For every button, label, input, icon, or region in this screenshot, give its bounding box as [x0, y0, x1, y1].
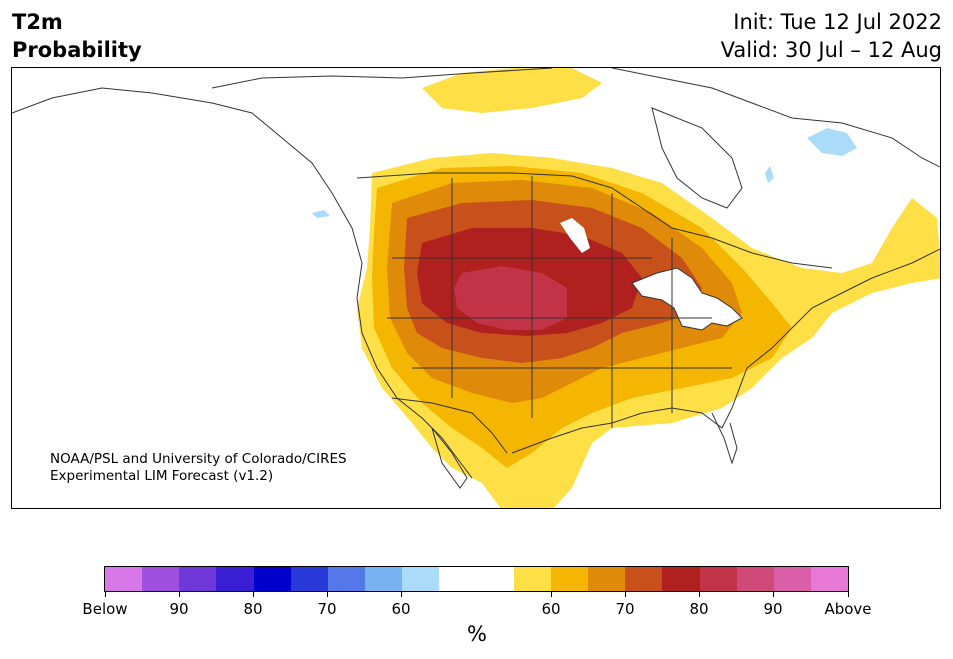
colorbar-tick-label: 60: [391, 600, 411, 618]
colorbar-tick-mark: [625, 592, 626, 597]
colorbar-tick-label: 80: [243, 600, 263, 618]
great-lakes-icon: [631, 267, 743, 331]
colorbar-swatch: [662, 567, 700, 591]
colorbar-swatch: [773, 567, 811, 591]
colorbar-swatch: [142, 567, 180, 591]
map-svg: [12, 68, 940, 508]
credit-line-1: NOAA/PSL and University of Colorado/CIRE…: [50, 451, 347, 467]
colorbar-swatch: [513, 567, 551, 591]
colorbar-swatch: [625, 567, 663, 591]
colorbar-tick-label: 70: [317, 600, 337, 618]
forecast-map: NOAA/PSL and University of Colorado/CIRE…: [11, 67, 941, 509]
colorbar-swatch: [810, 567, 849, 591]
probability-shading: [357, 68, 940, 508]
colorbar-swatch: [105, 567, 143, 591]
colorbar-swatch: [402, 567, 440, 591]
canada-north-coast: [211, 68, 940, 168]
colorbar-tick-mark: [848, 592, 849, 597]
baja: [431, 427, 468, 489]
us-mexico-border: [391, 397, 508, 454]
prob-60-band-north: [422, 68, 602, 113]
colorbar-tick-label: 60: [541, 600, 561, 618]
colorbar-swatch: [476, 567, 514, 591]
colorbar-tick-mark: [773, 592, 774, 597]
hudson-bay: [651, 107, 743, 209]
colorbar-tick-mark: [699, 592, 700, 597]
valid-period: Valid: 30 Jul – 12 Aug: [720, 38, 942, 62]
gulf-coast: [511, 248, 940, 454]
colorbar-tick-label: 70: [615, 600, 635, 618]
forecast-dates: Init: Tue 12 Jul 2022 Valid: 30 Jul – 12…: [721, 8, 942, 64]
hudson-blue-patch: [807, 128, 857, 156]
florida: [711, 412, 738, 465]
colorbar-swatch: [550, 567, 589, 591]
colorbar-tick-mark: [179, 592, 180, 597]
prob-85-band: [454, 266, 567, 330]
colorbar-tick-label: Below: [82, 600, 128, 618]
colorbar-swatch: [365, 567, 403, 591]
probability-colorbar: [104, 566, 849, 592]
colorbar-swatch: [290, 567, 328, 591]
title-variable: T2m: [12, 10, 63, 34]
colorbar-tick-label: 90: [169, 600, 189, 618]
colorbar-swatch: [327, 567, 366, 591]
lake-winnipeg-icon: [560, 218, 590, 253]
colorbar-swatch: [253, 567, 291, 591]
water-features: [312, 128, 857, 331]
state-lines: [387, 176, 732, 428]
init-date: Init: Tue 12 Jul 2022: [733, 10, 942, 34]
colorbar-swatch: [179, 567, 217, 591]
colorbar-swatch: [439, 567, 477, 591]
colorbar-swatch: [216, 567, 254, 591]
colorbar-swatch: [736, 567, 774, 591]
small-blue-patch-2: [765, 166, 774, 183]
colorbar-tick-label: 80: [689, 600, 709, 618]
colorbar-tick-mark: [401, 592, 402, 597]
colorbar-tick-mark: [551, 592, 552, 597]
colorbar-swatch: [588, 567, 626, 591]
title-type: Probability: [12, 38, 142, 62]
colorbar-tick-label: 90: [763, 600, 783, 618]
chart-title: T2m Probability: [12, 8, 142, 64]
small-blue-patch: [312, 210, 330, 218]
colorbar-tick-mark: [253, 592, 254, 597]
credit-line-2: Experimental LIM Forecast (v1.2): [50, 468, 274, 484]
map-credit: NOAA/PSL and University of Colorado/CIRE…: [50, 451, 347, 485]
west-coast: [12, 87, 473, 479]
colorbar-tick-label: Above: [824, 600, 872, 618]
colorbar-tick-mark: [105, 592, 106, 597]
boundaries: [12, 68, 940, 489]
colorbar-swatch: [699, 567, 737, 591]
us-canada-border: [356, 172, 833, 269]
colorbar-tick-mark: [327, 592, 328, 597]
colorbar-unit-label: %: [467, 622, 487, 646]
